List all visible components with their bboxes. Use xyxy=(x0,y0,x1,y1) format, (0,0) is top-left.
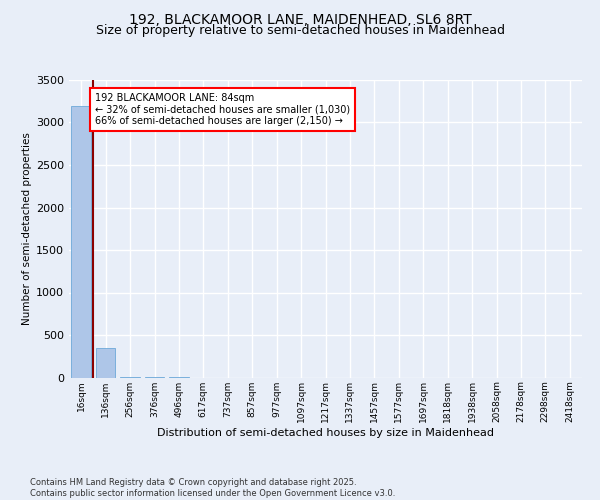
Text: 192, BLACKAMOOR LANE, MAIDENHEAD, SL6 8RT: 192, BLACKAMOOR LANE, MAIDENHEAD, SL6 8R… xyxy=(128,12,472,26)
Bar xyxy=(96,348,115,378)
Text: Contains HM Land Registry data © Crown copyright and database right 2025.
Contai: Contains HM Land Registry data © Crown c… xyxy=(30,478,395,498)
Y-axis label: Number of semi-detached properties: Number of semi-detached properties xyxy=(22,132,32,325)
Bar xyxy=(120,376,140,378)
Text: 192 BLACKAMOOR LANE: 84sqm
← 32% of semi-detached houses are smaller (1,030)
66%: 192 BLACKAMOOR LANE: 84sqm ← 32% of semi… xyxy=(95,93,350,126)
X-axis label: Distribution of semi-detached houses by size in Maidenhead: Distribution of semi-detached houses by … xyxy=(157,428,494,438)
Bar xyxy=(71,106,91,378)
Text: Size of property relative to semi-detached houses in Maidenhead: Size of property relative to semi-detach… xyxy=(95,24,505,37)
